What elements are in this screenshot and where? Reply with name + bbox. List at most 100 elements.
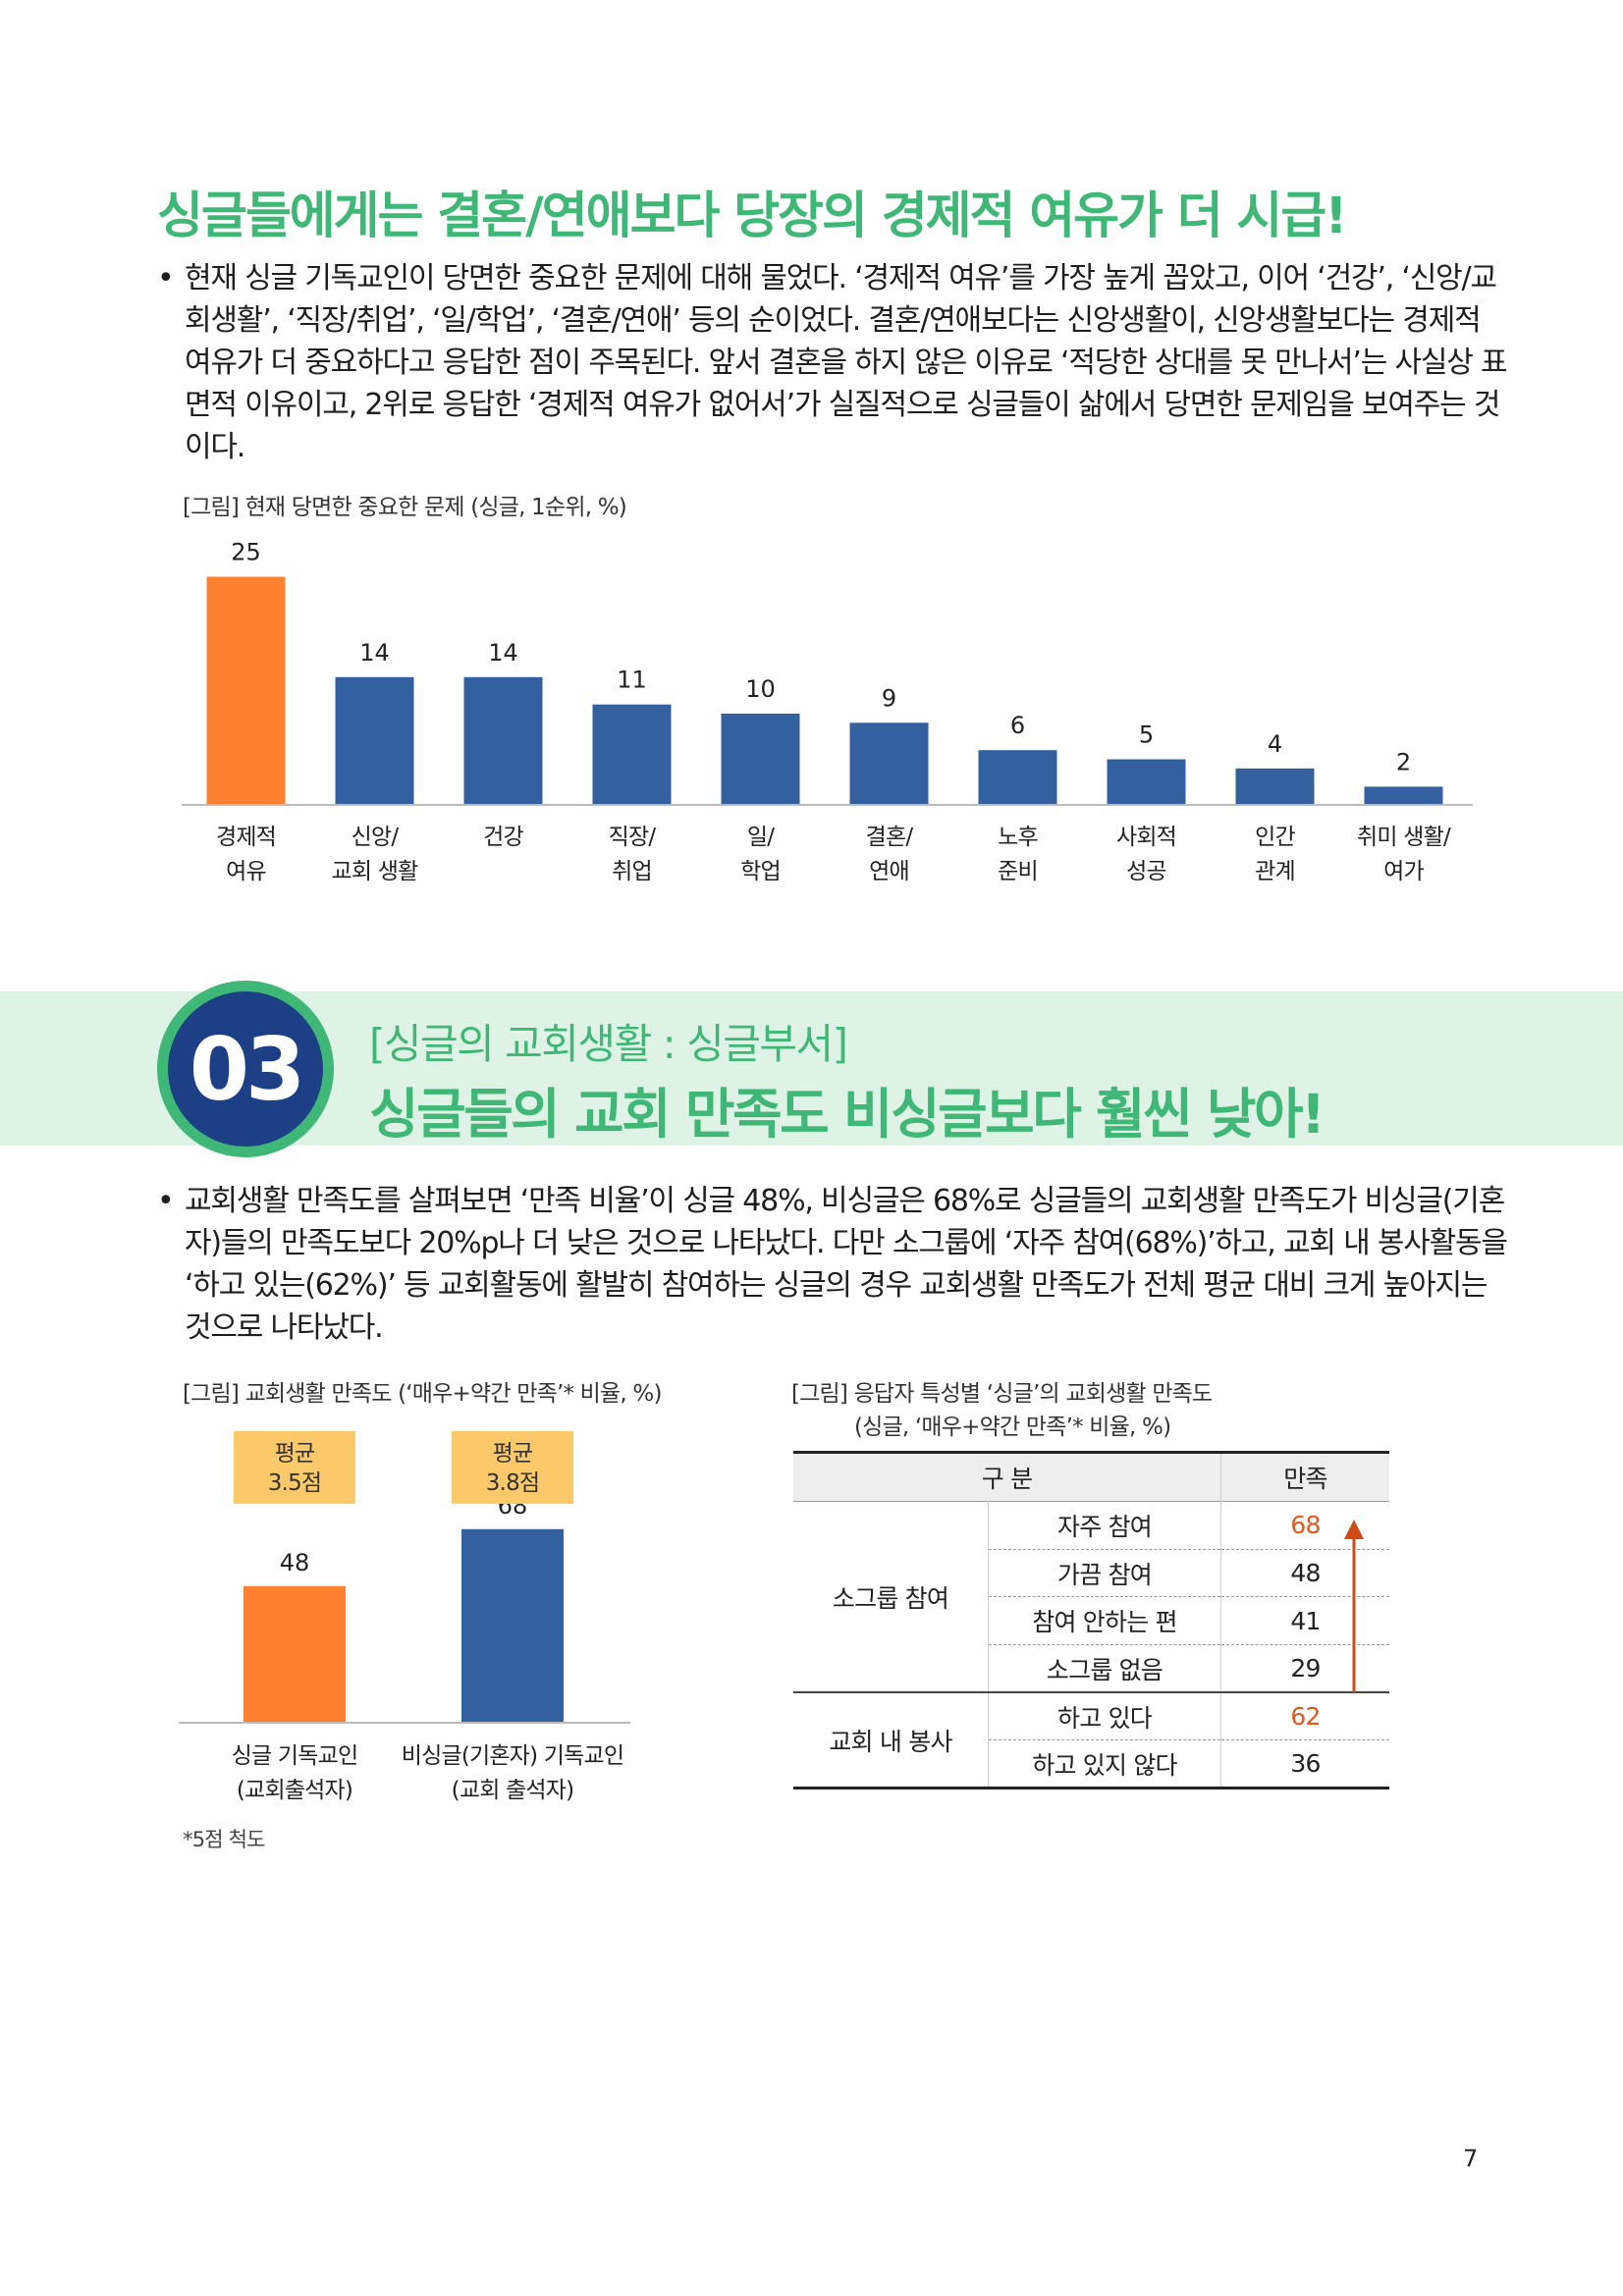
average-label: 3.8점 (486, 1470, 540, 1496)
tick-label: 인간 (1255, 825, 1295, 850)
tick-label: 결혼/ (866, 825, 914, 850)
average-box (452, 1431, 573, 1504)
page-number: 7 (1463, 2145, 1479, 2172)
table-row: 하고 있지 않다 36 (793, 1739, 1389, 1789)
bar (978, 750, 1057, 805)
bar (592, 704, 672, 805)
data-label: 48 (280, 1549, 310, 1576)
table-caption-sub: (싱글, ‘매우+약간 만족’* 비율, %) (854, 1415, 1171, 1440)
tick-label: 싱글 기독교인 (232, 1743, 358, 1769)
arrow-head (1344, 1520, 1364, 1539)
up-arrow-icon (1344, 1520, 1364, 1692)
section-number-badge: 03 (157, 981, 334, 1157)
section-heading: 싱글들에게는 결혼/연애보다 당장의 경제적 여유가 더 시급! (157, 187, 1348, 245)
row-label: 하고 있다 (988, 1692, 1221, 1741)
bar (206, 576, 286, 805)
satisfaction-paragraph-line: 자)들의 만족도보다 20%p나 더 낮은 것으로 나타났다. 다만 소그룹에 … (185, 1226, 1508, 1260)
group-label: 교회 내 봉사 (793, 1692, 989, 1789)
header-category: 구 분 (793, 1452, 1221, 1502)
table-caption: [그림] 응답자 특성별 ‘싱글’의 교회생활 만족도 (791, 1381, 1213, 1407)
bullet: • (157, 261, 175, 295)
data-label: 11 (617, 667, 647, 694)
row-label: 가끔 참여 (988, 1549, 1221, 1598)
average-box (234, 1431, 355, 1504)
section-number: 03 (168, 991, 323, 1147)
figure2-footnote: *5점 척도 (183, 1828, 266, 1851)
tick-label: 일/ (747, 825, 775, 850)
satisfaction-paragraph: • 교회생활 만족도를 살펴보면 ‘만족 비율’이 싱글 48%, 비싱글은 6… (157, 1180, 1508, 1349)
average-label: 평균 (493, 1441, 533, 1467)
bullet: • (157, 1184, 175, 1218)
bar (1107, 759, 1186, 805)
bar (1364, 786, 1443, 805)
data-label: 14 (359, 639, 390, 667)
tick-label: 성공 (1126, 859, 1166, 884)
tick-label: 비싱글(기혼자) 기독교인 (402, 1743, 623, 1769)
data-label: 25 (231, 539, 261, 566)
data-label: 2 (1396, 748, 1411, 775)
row-label: 하고 있지 않다 (988, 1739, 1221, 1789)
tick-label: 사회적 (1116, 825, 1176, 850)
tick-label: 노후 (998, 825, 1038, 850)
tick-label: 경제적 (216, 825, 276, 850)
intro-paragraph-line: 면적 이유이고, 2위로 응답한 ‘경제적 여유가 없어서’가 실질적으로 싱글… (185, 388, 1500, 422)
intro-paragraph-line: 회생활’, ‘직장/취업’, ‘일/학업’, ‘결혼/연애’ 등의 순이었다. … (185, 303, 1482, 338)
row-value: 29 (1290, 1654, 1321, 1683)
table-row: 가끔 참여 48 (793, 1549, 1389, 1598)
table-row: 교회 내 봉사 하고 있다 62 (793, 1692, 1389, 1789)
header-satisfaction: 만족 (1283, 1465, 1327, 1493)
table-row: 소그룹 참여 자주 참여 68 (793, 1501, 1389, 1693)
table-row: 참여 안하는 편 41 (793, 1596, 1389, 1646)
tick-label: 관계 (1255, 859, 1295, 884)
tick-label: (교회 출석자) (452, 1778, 574, 1803)
bar (243, 1585, 346, 1723)
data-label: 5 (1139, 721, 1154, 749)
intro-paragraph: • 현재 싱글 기독교인이 당면한 중요한 문제에 대해 물었다. ‘경제적 여… (157, 257, 1508, 468)
data-label: 9 (882, 684, 896, 712)
data-label: 4 (1268, 730, 1282, 758)
bar (721, 714, 800, 805)
tick-label: 신앙/ (352, 825, 400, 850)
satisfaction-paragraph-line: 것으로 나타났다. (185, 1310, 384, 1345)
bar (1235, 768, 1315, 805)
row-value: 48 (1220, 1549, 1389, 1598)
row-label: 참여 안하는 편 (988, 1596, 1221, 1646)
tick-label: 교회 생활 (332, 859, 419, 884)
tick-label: 취업 (612, 859, 652, 884)
row-value: 68 (1220, 1501, 1389, 1550)
tick-label: 학업 (740, 859, 781, 884)
row-label: 자주 참여 (988, 1501, 1221, 1550)
row-value: 36 (1290, 1749, 1321, 1779)
average-label: 3.5점 (268, 1470, 322, 1496)
row-value: 41 (1220, 1596, 1389, 1646)
tick-label: 여가 (1383, 859, 1424, 884)
tick-label: (교회출석자) (237, 1778, 352, 1803)
average-label: 평균 (275, 1441, 315, 1467)
group-label: 소그룹 참여 (793, 1501, 989, 1693)
bar (849, 722, 929, 805)
table-row: 소그룹 없음 29 (793, 1644, 1389, 1693)
tick-label: 직장/ (609, 825, 657, 850)
intro-paragraph-line: 여유가 더 중요하다고 응답한 점이 주목된다. 앞서 결혼을 하지 않은 이유… (185, 346, 1508, 380)
figure2-caption: [그림] 교회생활 만족도 (‘매우+약간 만족’* 비율, %) (183, 1381, 662, 1407)
tick-label: 여유 (226, 859, 266, 884)
satisfaction-paragraph-line: 교회생활 만족도를 살펴보면 ‘만족 비율’이 싱글 48%, 비싱글은 68%… (185, 1184, 1505, 1218)
table-header-row: 구 분 만족 (793, 1452, 1389, 1502)
tick-label: 연애 (869, 859, 909, 884)
satisfaction-paragraph-line: ‘하고 있는(62%)’ 등 교회활동에 활발히 참여하는 싱글의 경우 교회생… (185, 1268, 1488, 1303)
tick-label: 준비 (998, 859, 1038, 884)
data-label: 10 (745, 675, 776, 703)
intro-paragraph-line: 현재 싱글 기독교인이 당면한 중요한 문제에 대해 물었다. ‘경제적 여유’… (185, 261, 1497, 295)
section-subtitle: [싱글의 교회생활 : 싱글부서] (369, 1020, 848, 1068)
bar (461, 1528, 564, 1723)
bar (335, 676, 414, 805)
section-title: 싱글들의 교회 만족도 비싱글보다 훨씬 낮아! (369, 1083, 1325, 1146)
row-label: 소그룹 없음 (988, 1644, 1221, 1693)
data-label: 14 (488, 639, 518, 667)
intro-paragraph-line: 이다. (185, 430, 245, 464)
row-value: 62 (1220, 1692, 1389, 1741)
